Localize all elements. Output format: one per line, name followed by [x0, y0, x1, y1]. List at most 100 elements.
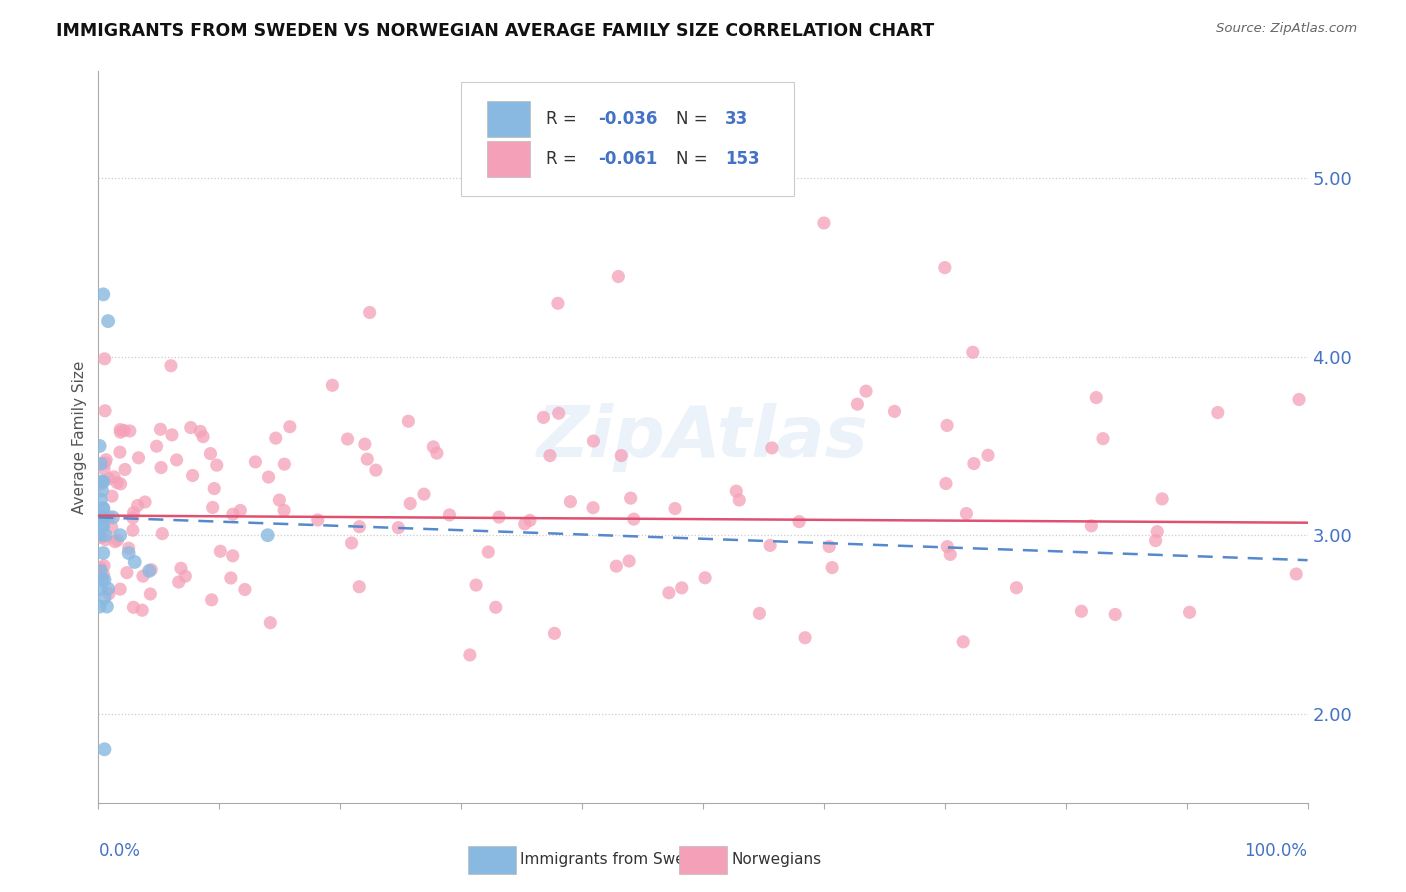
- Point: [387, 521, 409, 535]
- Text: 33: 33: [724, 110, 748, 128]
- Point: [98, 509, 121, 524]
- Point: [118, 424, 141, 438]
- Point: [1144, 533, 1167, 548]
- FancyBboxPatch shape: [461, 82, 793, 195]
- Point: [952, 635, 974, 649]
- Point: [477, 545, 499, 559]
- Point: [222, 549, 245, 563]
- Text: 0.0%: 0.0%: [98, 842, 141, 860]
- Point: [89, 477, 111, 491]
- Point: [180, 420, 202, 434]
- Text: 100.0%: 100.0%: [1244, 842, 1308, 860]
- Point: [121, 523, 143, 537]
- Point: [141, 563, 163, 577]
- Point: [439, 508, 461, 522]
- Point: [98, 587, 121, 601]
- Point: [1146, 524, 1168, 539]
- Point: [1091, 432, 1114, 446]
- Point: [273, 503, 295, 517]
- Point: [128, 450, 150, 465]
- Point: [132, 569, 155, 583]
- Point: [617, 554, 640, 568]
- Point: [935, 476, 957, 491]
- Point: [112, 424, 135, 438]
- Point: [89, 566, 111, 580]
- Point: [139, 587, 162, 601]
- Y-axis label: Average Family Size: Average Family Size: [72, 360, 87, 514]
- Point: [201, 592, 224, 607]
- Point: [124, 555, 146, 569]
- Point: [101, 489, 124, 503]
- Point: [90, 492, 112, 507]
- Point: [94, 452, 117, 467]
- Point: [160, 359, 183, 373]
- Point: [748, 607, 770, 621]
- Point: [658, 586, 681, 600]
- Point: [855, 384, 877, 399]
- Point: [191, 430, 214, 444]
- Point: [229, 503, 252, 517]
- Point: [607, 269, 630, 284]
- Point: [934, 260, 956, 275]
- Point: [127, 499, 149, 513]
- Text: Immigrants from Sweden: Immigrants from Sweden: [520, 853, 714, 867]
- Point: [94, 404, 117, 418]
- Point: [846, 397, 869, 411]
- Point: [91, 483, 114, 498]
- Point: [91, 475, 114, 489]
- Point: [93, 591, 115, 605]
- Point: [349, 519, 371, 533]
- Point: [962, 345, 984, 359]
- Point: [117, 541, 139, 556]
- Point: [485, 600, 508, 615]
- Point: [93, 573, 115, 587]
- Point: [108, 582, 131, 596]
- Point: [543, 626, 565, 640]
- Point: [356, 452, 378, 467]
- Point: [219, 571, 242, 585]
- Point: [1152, 491, 1174, 506]
- Point: [209, 544, 232, 558]
- Point: [426, 446, 449, 460]
- FancyBboxPatch shape: [486, 141, 530, 177]
- Point: [181, 468, 204, 483]
- Point: [101, 510, 124, 524]
- Point: [134, 495, 156, 509]
- Point: [89, 599, 111, 614]
- Point: [114, 462, 136, 476]
- Point: [787, 515, 810, 529]
- Point: [883, 404, 905, 418]
- Point: [105, 475, 128, 490]
- Point: [513, 516, 536, 531]
- Point: [108, 528, 131, 542]
- Point: [359, 305, 381, 319]
- Point: [761, 441, 783, 455]
- Point: [93, 351, 115, 366]
- Point: [174, 569, 197, 583]
- FancyBboxPatch shape: [486, 101, 530, 136]
- Point: [582, 434, 605, 448]
- Point: [269, 493, 291, 508]
- Point: [560, 494, 582, 508]
- Point: [547, 406, 569, 420]
- Point: [605, 559, 627, 574]
- Text: -0.036: -0.036: [598, 110, 657, 128]
- Point: [91, 519, 114, 533]
- Point: [100, 520, 122, 534]
- Point: [115, 566, 138, 580]
- Point: [188, 425, 211, 439]
- Point: [245, 455, 267, 469]
- Point: [936, 418, 959, 433]
- Point: [813, 216, 835, 230]
- Point: [160, 428, 183, 442]
- Point: [1285, 567, 1308, 582]
- Point: [488, 510, 510, 524]
- Point: [353, 437, 375, 451]
- Point: [202, 482, 225, 496]
- Point: [538, 449, 561, 463]
- Point: [818, 540, 841, 554]
- Point: [321, 378, 343, 392]
- Point: [131, 603, 153, 617]
- Text: Norwegians: Norwegians: [731, 853, 821, 867]
- Point: [97, 314, 120, 328]
